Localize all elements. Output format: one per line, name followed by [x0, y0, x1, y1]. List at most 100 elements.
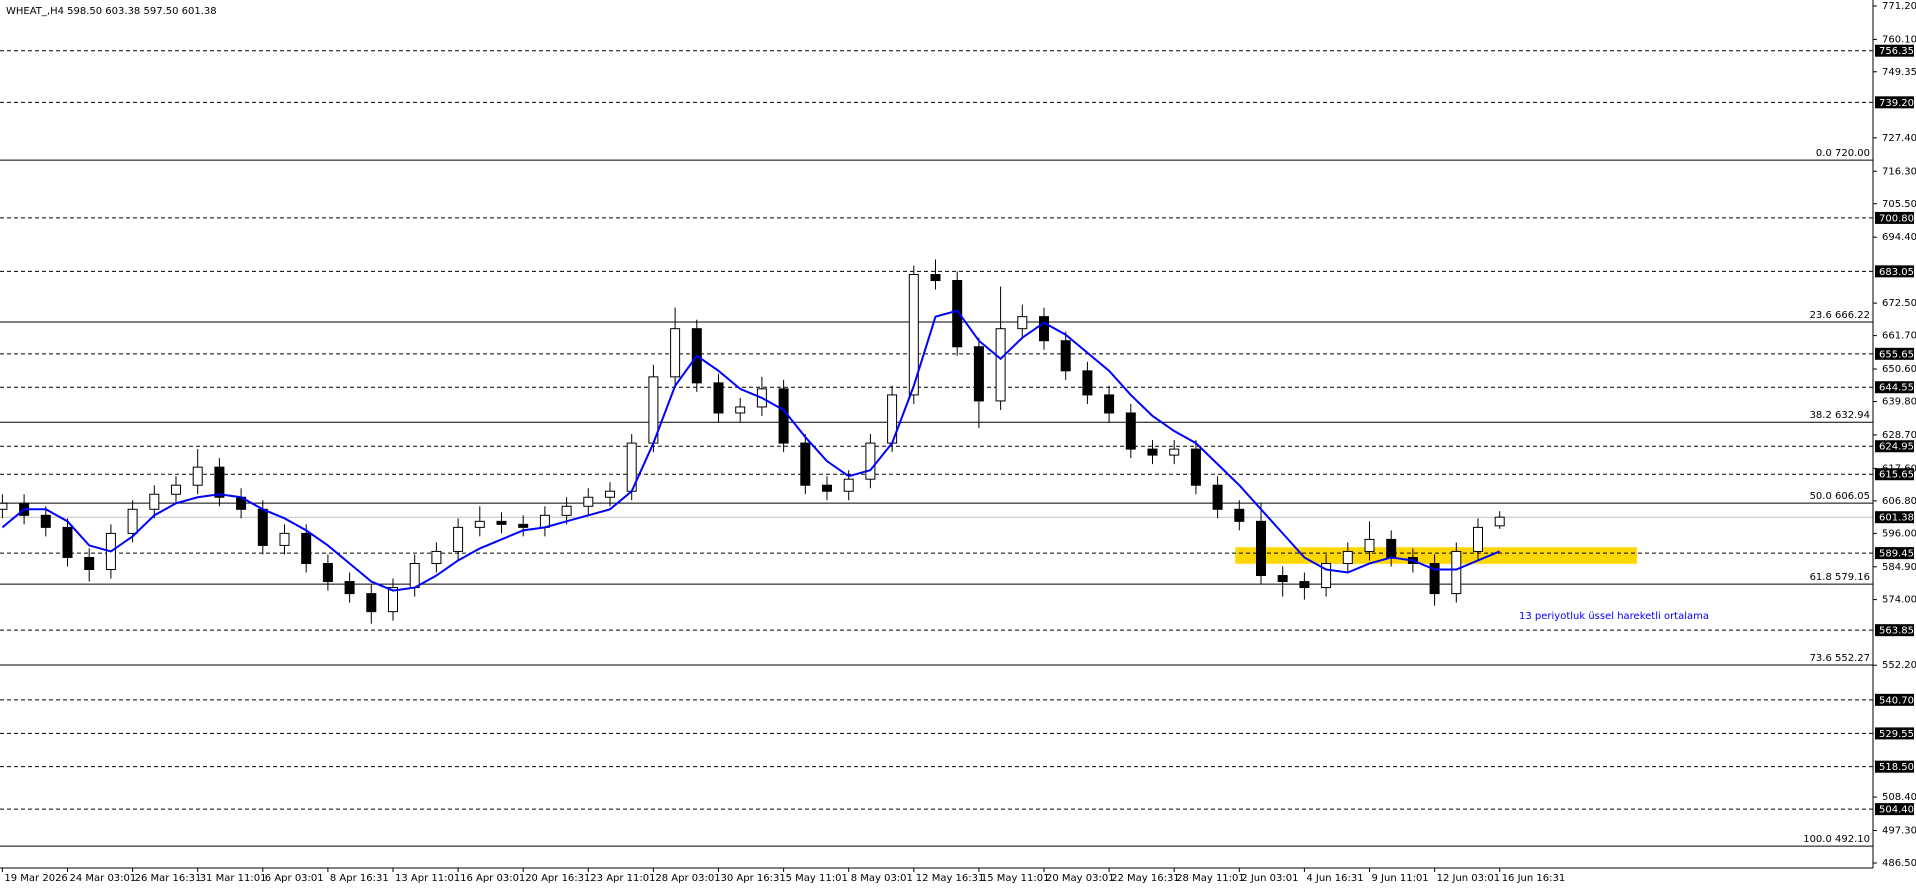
x-tick-label: 30 Apr 16:31: [721, 873, 786, 884]
level-box: [1875, 624, 1914, 637]
y-tick-label: 661.70: [1882, 331, 1916, 342]
level-label: 563.85: [1879, 626, 1914, 637]
candle-body: [496, 520, 507, 525]
candle-body: [1104, 394, 1115, 414]
level-box: [1875, 468, 1914, 481]
x-tick-label: 28 May 11:01: [1176, 873, 1245, 884]
y-tick-label: 727.40: [1882, 133, 1916, 144]
support-zone: [1235, 547, 1637, 564]
candle-body: [1039, 316, 1049, 342]
level-label: 589.45: [1879, 549, 1914, 560]
candle-body: [1321, 562, 1332, 589]
x-tick-label: 8 May 03:01: [851, 873, 913, 884]
candle-body: [84, 556, 95, 571]
candle-body: [1256, 520, 1266, 577]
candle-body: [62, 526, 73, 558]
candle-body: [474, 520, 485, 528]
candle-body: [843, 478, 854, 492]
x-tick-label: 12 May 16:31: [916, 873, 985, 884]
candle-body: [561, 505, 572, 516]
candle-body: [995, 328, 1006, 402]
x-tick-label: 20 Apr 16:31: [525, 873, 590, 884]
y-tick-label: 508.40: [1882, 792, 1916, 803]
x-tick-label: 28 Apr 03:01: [655, 873, 720, 884]
level-label: 624.95: [1879, 442, 1914, 453]
candle-body: [973, 346, 984, 402]
candle-body: [800, 442, 811, 486]
candle-body: [1451, 550, 1462, 595]
candle-body: [1234, 508, 1245, 522]
candle-body: [149, 493, 160, 510]
candle-body: [431, 550, 442, 564]
y-tick-label: 694.40: [1882, 232, 1916, 243]
y-tick-label: 497.30: [1882, 825, 1916, 836]
x-tick-label: 19 Mar 2026: [4, 873, 67, 884]
level-box: [1875, 347, 1914, 360]
candle-body: [1060, 340, 1071, 372]
candle-body: [713, 382, 724, 414]
y-tick-label: 628.70: [1882, 430, 1916, 441]
level-box: [1875, 44, 1914, 57]
y-tick-label: 672.50: [1882, 298, 1916, 309]
candle-body: [1429, 562, 1440, 595]
candle-body: [908, 274, 919, 396]
candle-body: [518, 523, 529, 528]
ema-annotation: 13 periyotluk üssel hareketli ortalama: [1519, 611, 1709, 622]
x-tick-label: 9 Jun 11:01: [1372, 873, 1429, 884]
candle-body: [1494, 516, 1505, 527]
fib-label: 100.0 492.10: [1803, 834, 1870, 845]
fib-label: 0.0 720.00: [1816, 148, 1870, 159]
candle-body: [1169, 448, 1180, 456]
level-box: [1875, 693, 1914, 706]
candle-body: [1190, 448, 1201, 486]
level-box: [1875, 727, 1914, 740]
level-box: [1875, 96, 1914, 109]
fib-label: 61.8 579.16: [1810, 572, 1870, 583]
level-box: [1875, 760, 1914, 773]
level-label: 700.80: [1879, 213, 1914, 224]
level-label: 540.70: [1879, 695, 1914, 706]
level-label: 756.35: [1879, 46, 1914, 57]
y-tick-label: 650.60: [1882, 364, 1916, 375]
candle-body: [1299, 581, 1310, 589]
x-tick-label: 6 Apr 03:01: [265, 873, 324, 884]
candle-body: [822, 484, 832, 492]
y-tick-label: 716.30: [1882, 166, 1916, 177]
candle-body: [952, 280, 963, 348]
candle-body: [127, 508, 138, 534]
candle-body: [171, 484, 181, 495]
x-tick-label: 16 Apr 03:01: [460, 873, 525, 884]
fib-label: 50.0 606.05: [1810, 491, 1870, 502]
candle-body: [344, 581, 355, 595]
candle-body: [214, 466, 225, 498]
level-box: [1875, 211, 1914, 224]
chart-title: WHEAT_,H4 598.50 603.38 597.50 601.38: [6, 6, 217, 17]
level-label: 683.05: [1879, 267, 1914, 278]
level-box: [1875, 440, 1914, 453]
y-tick-label: 552.20: [1882, 660, 1916, 671]
level-label: 504.40: [1879, 805, 1914, 816]
y-tick-label: 606.80: [1882, 496, 1916, 507]
level-label: 529.55: [1879, 729, 1914, 740]
candle-body: [1017, 316, 1028, 330]
candle-body: [40, 514, 51, 528]
candle-body: [1386, 538, 1397, 558]
level-box: [1875, 265, 1914, 278]
candle-body: [670, 328, 681, 378]
level-box: [1875, 547, 1914, 560]
level-label: 739.20: [1879, 98, 1914, 109]
candle-body: [1125, 412, 1136, 450]
x-tick-label: 23 Apr 11:01: [590, 873, 655, 884]
candle-body: [1473, 526, 1483, 552]
candle-body: [453, 526, 464, 552]
x-tick-label: 26 Mar 16:31: [135, 873, 202, 884]
ema-line: [1, 309, 1501, 592]
candle-body: [192, 466, 203, 486]
candle-body: [366, 593, 377, 613]
candle-body: [388, 587, 398, 613]
candle-body: [257, 508, 268, 546]
candle-body: [1364, 538, 1375, 552]
fib-label: 38.2 632.94: [1810, 410, 1870, 421]
level-label: 518.50: [1879, 762, 1914, 773]
